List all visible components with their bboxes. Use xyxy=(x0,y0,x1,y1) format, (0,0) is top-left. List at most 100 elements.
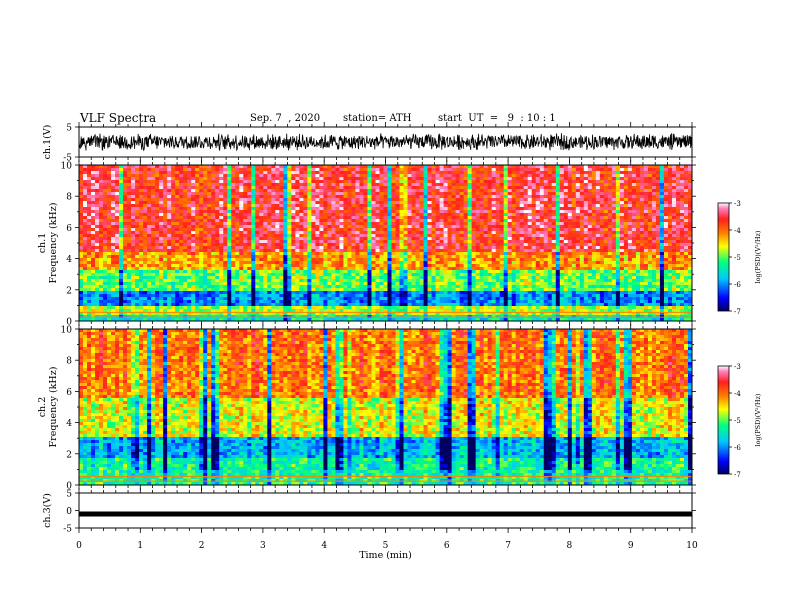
spectrogram-cell xyxy=(687,174,693,178)
spectrogram-cell xyxy=(155,231,160,235)
spectrogram-cell xyxy=(639,198,645,202)
spectrogram-cell xyxy=(327,198,332,202)
spectrogram-cell xyxy=(355,177,360,181)
spectrogram-cell xyxy=(127,234,132,238)
spectrogram-cell xyxy=(631,219,637,223)
spectrogram-cell xyxy=(215,252,220,256)
spectrogram-cell xyxy=(491,225,497,229)
spectrogram-cell xyxy=(483,180,489,184)
station-label: station= ATH xyxy=(343,113,412,124)
spectrogram-cell xyxy=(439,225,445,229)
spectrogram-cell xyxy=(619,210,625,214)
spectrogram-cell xyxy=(239,231,244,235)
spectrogram-cell xyxy=(243,228,248,232)
spectrogram-cell xyxy=(483,252,489,256)
spectrogram-cell xyxy=(231,231,236,235)
spectrogram-cell xyxy=(531,180,537,184)
spectrogram-cell xyxy=(251,183,256,187)
spectrogram-cell xyxy=(503,204,509,208)
spectrogram-cell xyxy=(435,216,441,220)
spectrogram-cell xyxy=(539,204,545,208)
spectrogram-cell xyxy=(571,249,577,253)
spectrogram-cell xyxy=(327,231,332,235)
spectrogram-cell xyxy=(183,240,188,244)
spectrogram-cell xyxy=(679,216,685,220)
spectrogram-cell xyxy=(131,228,136,232)
spectrogram-cell xyxy=(295,189,300,193)
spectrogram-cell xyxy=(283,255,288,259)
spectrogram-cell xyxy=(219,207,224,211)
spectrogram-cell xyxy=(471,237,477,241)
spectrogram-cell xyxy=(255,216,260,220)
spectrogram-cell xyxy=(455,237,461,241)
spectrogram-cell xyxy=(667,222,673,226)
spectrogram-cell xyxy=(371,165,376,169)
spectrogram-cell xyxy=(327,186,332,190)
spectrogram-cell xyxy=(479,195,485,199)
spectrogram-cell xyxy=(643,207,649,211)
spectrogram-cell xyxy=(643,249,649,253)
spectrogram-cell xyxy=(191,261,196,265)
spectrogram-cell xyxy=(599,201,605,205)
spectrogram-cell xyxy=(83,165,88,169)
spectrogram-cell xyxy=(455,222,461,226)
spectrogram-cell xyxy=(279,240,284,244)
spectrogram-cell xyxy=(243,204,248,208)
spectrogram-cell xyxy=(323,243,328,247)
spectrogram-cell xyxy=(175,258,180,262)
spectrogram-cell xyxy=(587,231,593,235)
spectrogram-cell xyxy=(563,216,569,220)
spectrogram-cell xyxy=(391,168,397,172)
spectrogram-cell xyxy=(515,168,521,172)
spectrogram-cell xyxy=(155,195,160,199)
spectrogram-cell xyxy=(215,219,220,223)
spectrogram-cell xyxy=(667,237,673,241)
spectrogram-cell xyxy=(131,192,136,196)
spectrogram-cell xyxy=(471,183,477,187)
spectrogram-cell xyxy=(167,198,172,202)
spectrogram-cell xyxy=(671,183,677,187)
spectrogram-cell xyxy=(83,261,88,265)
spectrogram-cell xyxy=(551,249,557,253)
spectrogram-cell xyxy=(119,183,124,187)
spectrogram-cell xyxy=(335,237,340,241)
spectrogram-cell xyxy=(635,198,641,202)
spectrogram-cell xyxy=(615,192,621,196)
spectrogram-cell xyxy=(255,237,260,241)
spectrogram-cell xyxy=(683,219,689,223)
spectrogram-cell xyxy=(671,252,677,256)
spectrogram-cell xyxy=(263,183,268,187)
spectrogram-cell xyxy=(615,237,621,241)
spectrogram-cell xyxy=(399,249,405,253)
spectrogram-cell xyxy=(531,171,537,175)
spectrogram-cell xyxy=(299,258,304,262)
spectrogram-cell xyxy=(87,192,92,196)
spectrogram-cell xyxy=(399,165,405,169)
spectrogram-cell xyxy=(423,216,429,220)
spectrogram-cell xyxy=(151,225,156,229)
spectrogram-cell xyxy=(643,183,649,187)
spectrogram-cell xyxy=(255,207,260,211)
spectrogram-cell xyxy=(275,219,280,223)
spectrogram-cell xyxy=(87,237,92,241)
spectrogram-cell xyxy=(371,168,376,172)
spectrogram-cell xyxy=(139,189,144,193)
spectrogram-cell xyxy=(687,171,693,175)
spectrogram-cell xyxy=(255,219,260,223)
spectrogram-cell xyxy=(371,240,376,244)
spectrogram-cell xyxy=(339,207,344,211)
spectrogram-cell xyxy=(619,189,625,193)
spectrogram-cell xyxy=(91,225,96,229)
spectrogram-cell xyxy=(575,177,581,181)
spectrogram-cell xyxy=(307,189,312,193)
spectrogram-cell xyxy=(647,225,653,229)
spectrogram-cell xyxy=(331,240,336,244)
spectrogram-cell xyxy=(103,258,108,262)
spectrogram-cell xyxy=(655,249,661,253)
spectrogram-cell xyxy=(387,225,393,229)
spectrogram-cell xyxy=(415,168,421,172)
spectrogram-cell xyxy=(291,192,296,196)
spectrogram-cell xyxy=(407,240,413,244)
spectrogram-cell xyxy=(155,168,160,172)
spectrogram-cell xyxy=(339,189,344,193)
